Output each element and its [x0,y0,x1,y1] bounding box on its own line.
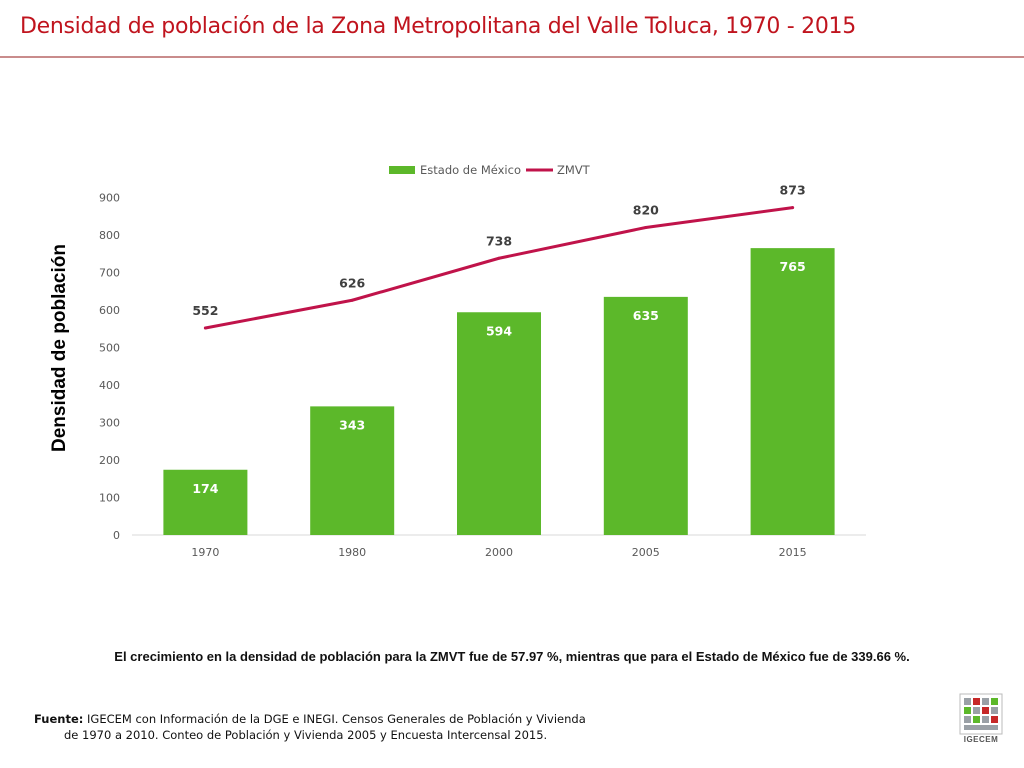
x-tick-label: 1980 [338,546,366,559]
page-title: Densidad de población de la Zona Metropo… [20,14,856,39]
y-tick-label: 100 [99,492,120,505]
source-line-1: IGECEM con Información de la DGE e INEGI… [87,712,586,726]
logo-text: IGECEM [963,735,999,744]
line-data-label: 626 [339,275,365,290]
y-tick-label: 300 [99,417,120,430]
bar-data-label: 174 [192,481,218,496]
source-label: Fuente: [34,712,84,726]
y-tick-label: 500 [99,342,120,355]
legend-label-zmvt: ZMVT [557,163,591,177]
y-tick-label: 0 [113,529,120,542]
x-tick-label: 2005 [632,546,660,559]
bar [750,248,835,535]
y-tick-label: 800 [99,229,120,242]
y-tick-label: 400 [99,379,120,392]
legend-swatch-estado [389,166,415,174]
x-tick-label: 2000 [485,546,513,559]
bar-data-label: 635 [633,308,659,323]
bar-data-label: 343 [339,417,365,432]
source-line-2: de 1970 a 2010. Conteo de Población y Vi… [64,728,548,742]
line-point [791,206,795,210]
line-data-label: 873 [780,183,806,198]
line-point [350,298,354,302]
bar-data-label: 765 [780,259,806,274]
y-tick-label: 600 [99,304,120,317]
bar [457,312,541,535]
bar [163,469,248,535]
line-point [644,226,648,229]
x-tick-label: 2015 [779,546,807,559]
y-tick-label: 900 [99,192,120,205]
population-density-chart: 0 100 200 300 400 500 600 700 800 900 174 343 594 635… [99,163,866,559]
line-data-label: 738 [486,233,512,248]
bar [603,296,688,535]
growth-note: El crecimiento en la densidad de poblaci… [114,649,910,664]
y-axis-label: Densidad de población [49,244,70,452]
line-data-label: 552 [192,303,218,318]
bar [310,406,395,535]
legend-label-estado: Estado de México [420,163,521,177]
line-point [497,256,501,260]
line-point [203,326,207,330]
title-divider [0,56,1024,58]
y-tick-label: 700 [99,267,120,280]
igecem-logo-icon [959,693,1003,735]
y-tick-label: 200 [99,454,120,467]
bar-data-label: 594 [486,323,512,338]
x-tick-label: 1970 [191,546,219,559]
zmvt-series-line [203,206,795,330]
source-note: Fuente: IGECEM con Información de la DGE… [34,711,586,743]
line-data-label: 820 [633,203,659,218]
